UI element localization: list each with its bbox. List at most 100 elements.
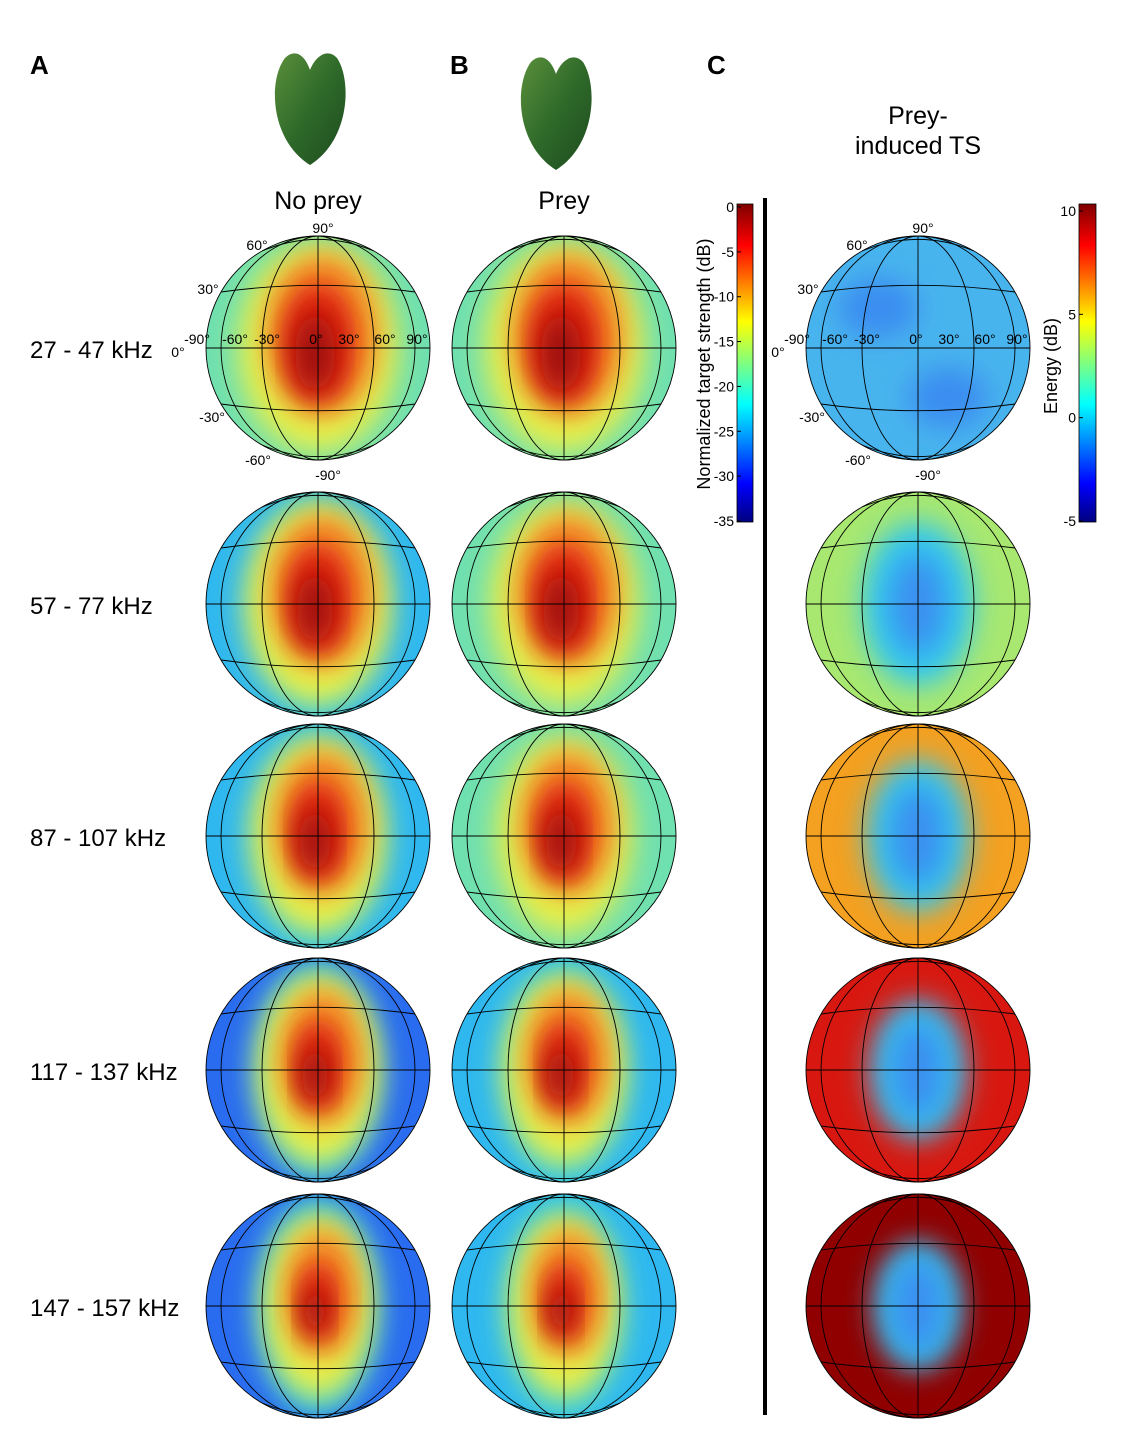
- sphere-outline: [805, 491, 1031, 717]
- heat-region: [295, 313, 335, 393]
- longitude-label: -30°: [854, 331, 880, 347]
- grid-parallel: [820, 540, 1016, 549]
- longitude-label: 60°: [974, 331, 995, 347]
- latitude-label: 90°: [312, 220, 333, 236]
- sphere-outline: [805, 1193, 1031, 1419]
- longitude-label: 60°: [374, 331, 395, 347]
- grid-parallel: [820, 1006, 1016, 1015]
- longitude-label: -60°: [822, 331, 848, 347]
- grid-parallel: [507, 444, 621, 457]
- grid-parallel: [507, 727, 621, 740]
- sphere-outline: [205, 491, 431, 717]
- latitude-label: -30°: [199, 409, 225, 425]
- longitude-label: -30°: [254, 331, 280, 347]
- grid-parallel: [220, 284, 416, 293]
- leaf-image: [520, 57, 592, 171]
- grid-parallel: [261, 932, 375, 945]
- sphere-outline: [205, 235, 431, 461]
- grid-parallel: [220, 1242, 416, 1251]
- leaf-image: [274, 53, 346, 166]
- grid-parallel: [861, 444, 975, 457]
- heat-region: [543, 573, 579, 645]
- longitude-label: 0°: [309, 331, 322, 347]
- grid-parallel: [261, 1402, 375, 1415]
- longitude-label: -60°: [222, 331, 248, 347]
- grid-parallel: [507, 932, 621, 945]
- longitude-label: 30°: [938, 331, 959, 347]
- heat-region: [549, 1287, 573, 1335]
- heat-region: [908, 368, 988, 428]
- row-label: 27 - 47 kHz: [30, 337, 153, 364]
- latitude-label: 30°: [797, 281, 818, 297]
- colorbar-tick-label: -20: [714, 378, 734, 394]
- grid-parallel: [820, 659, 1016, 668]
- colorbar-tick-label: 0: [726, 199, 734, 215]
- grid-parallel: [466, 1006, 662, 1015]
- sphere-outline: [451, 491, 677, 717]
- row-label: 117 - 137 kHz: [30, 1059, 178, 1086]
- grid-parallel: [220, 659, 416, 668]
- grid-parallel: [861, 1166, 975, 1179]
- latitude-label: 60°: [846, 237, 867, 253]
- grid-parallel: [466, 891, 662, 900]
- grid-parallel: [220, 891, 416, 900]
- grid-parallel: [861, 932, 975, 945]
- heat-region: [301, 1047, 329, 1103]
- colorbar-tick-label: -15: [714, 334, 734, 350]
- grid-parallel: [861, 239, 975, 252]
- grid-parallel: [466, 540, 662, 549]
- grid-parallel: [466, 1361, 662, 1370]
- latitude-label: 0°: [171, 344, 184, 360]
- grid-parallel: [820, 284, 1016, 293]
- heat-region: [303, 1287, 327, 1335]
- colorbar: [736, 203, 754, 523]
- grid-parallel: [820, 772, 1016, 781]
- grid-parallel: [820, 1361, 1016, 1370]
- grid-parallel: [261, 1197, 375, 1210]
- colorbar-tick-label: -35: [714, 513, 734, 529]
- latitude-label: 0°: [771, 344, 784, 360]
- latitude-label: -60°: [845, 452, 871, 468]
- colorbar-tick-label: -25: [714, 423, 734, 439]
- heat-region: [545, 809, 577, 873]
- grid-parallel: [466, 1125, 662, 1134]
- grid-parallel: [466, 403, 662, 412]
- sphere-outline: [205, 723, 431, 949]
- grid-parallel: [820, 891, 1016, 900]
- colorbar-tick-label: 5: [1068, 306, 1076, 322]
- grid-parallel: [507, 1197, 621, 1210]
- sphere-outline: [805, 723, 1031, 949]
- grid-parallel: [220, 1006, 416, 1015]
- heat-region: [838, 278, 918, 338]
- grid-parallel: [220, 1361, 416, 1370]
- sphere-outline: [805, 957, 1031, 1183]
- sphere-outline: [805, 235, 1031, 461]
- grid-parallel: [820, 1242, 1016, 1251]
- grid-parallel: [261, 700, 375, 713]
- grid-parallel: [220, 772, 416, 781]
- colorbar-label: Normalized target strength (dB): [694, 238, 714, 489]
- longitude-label: 30°: [338, 331, 359, 347]
- colorbar-label: Energy (dB): [1041, 318, 1061, 414]
- grid-parallel: [507, 700, 621, 713]
- grid-parallel: [861, 727, 975, 740]
- panel-title: induced TS: [855, 132, 981, 160]
- heat-region: [299, 809, 331, 873]
- sphere-outline: [451, 957, 677, 1183]
- latitude-label: -30°: [799, 409, 825, 425]
- heat-region: [297, 573, 333, 645]
- colorbar-tick-label: 10: [1060, 203, 1076, 219]
- grid-parallel: [466, 659, 662, 668]
- grid-parallel: [220, 1125, 416, 1134]
- panel-title: No prey: [274, 187, 362, 215]
- grid-parallel: [861, 961, 975, 974]
- grid-parallel: [507, 1166, 621, 1179]
- panel-title: Prey-: [888, 102, 948, 130]
- latitude-label: -90°: [315, 467, 341, 483]
- grid-parallel: [466, 284, 662, 293]
- grid-parallel: [261, 239, 375, 252]
- panel-letter: C: [707, 50, 726, 80]
- sphere-outline: [451, 235, 677, 461]
- colorbar-tick-label: -5: [1064, 513, 1077, 529]
